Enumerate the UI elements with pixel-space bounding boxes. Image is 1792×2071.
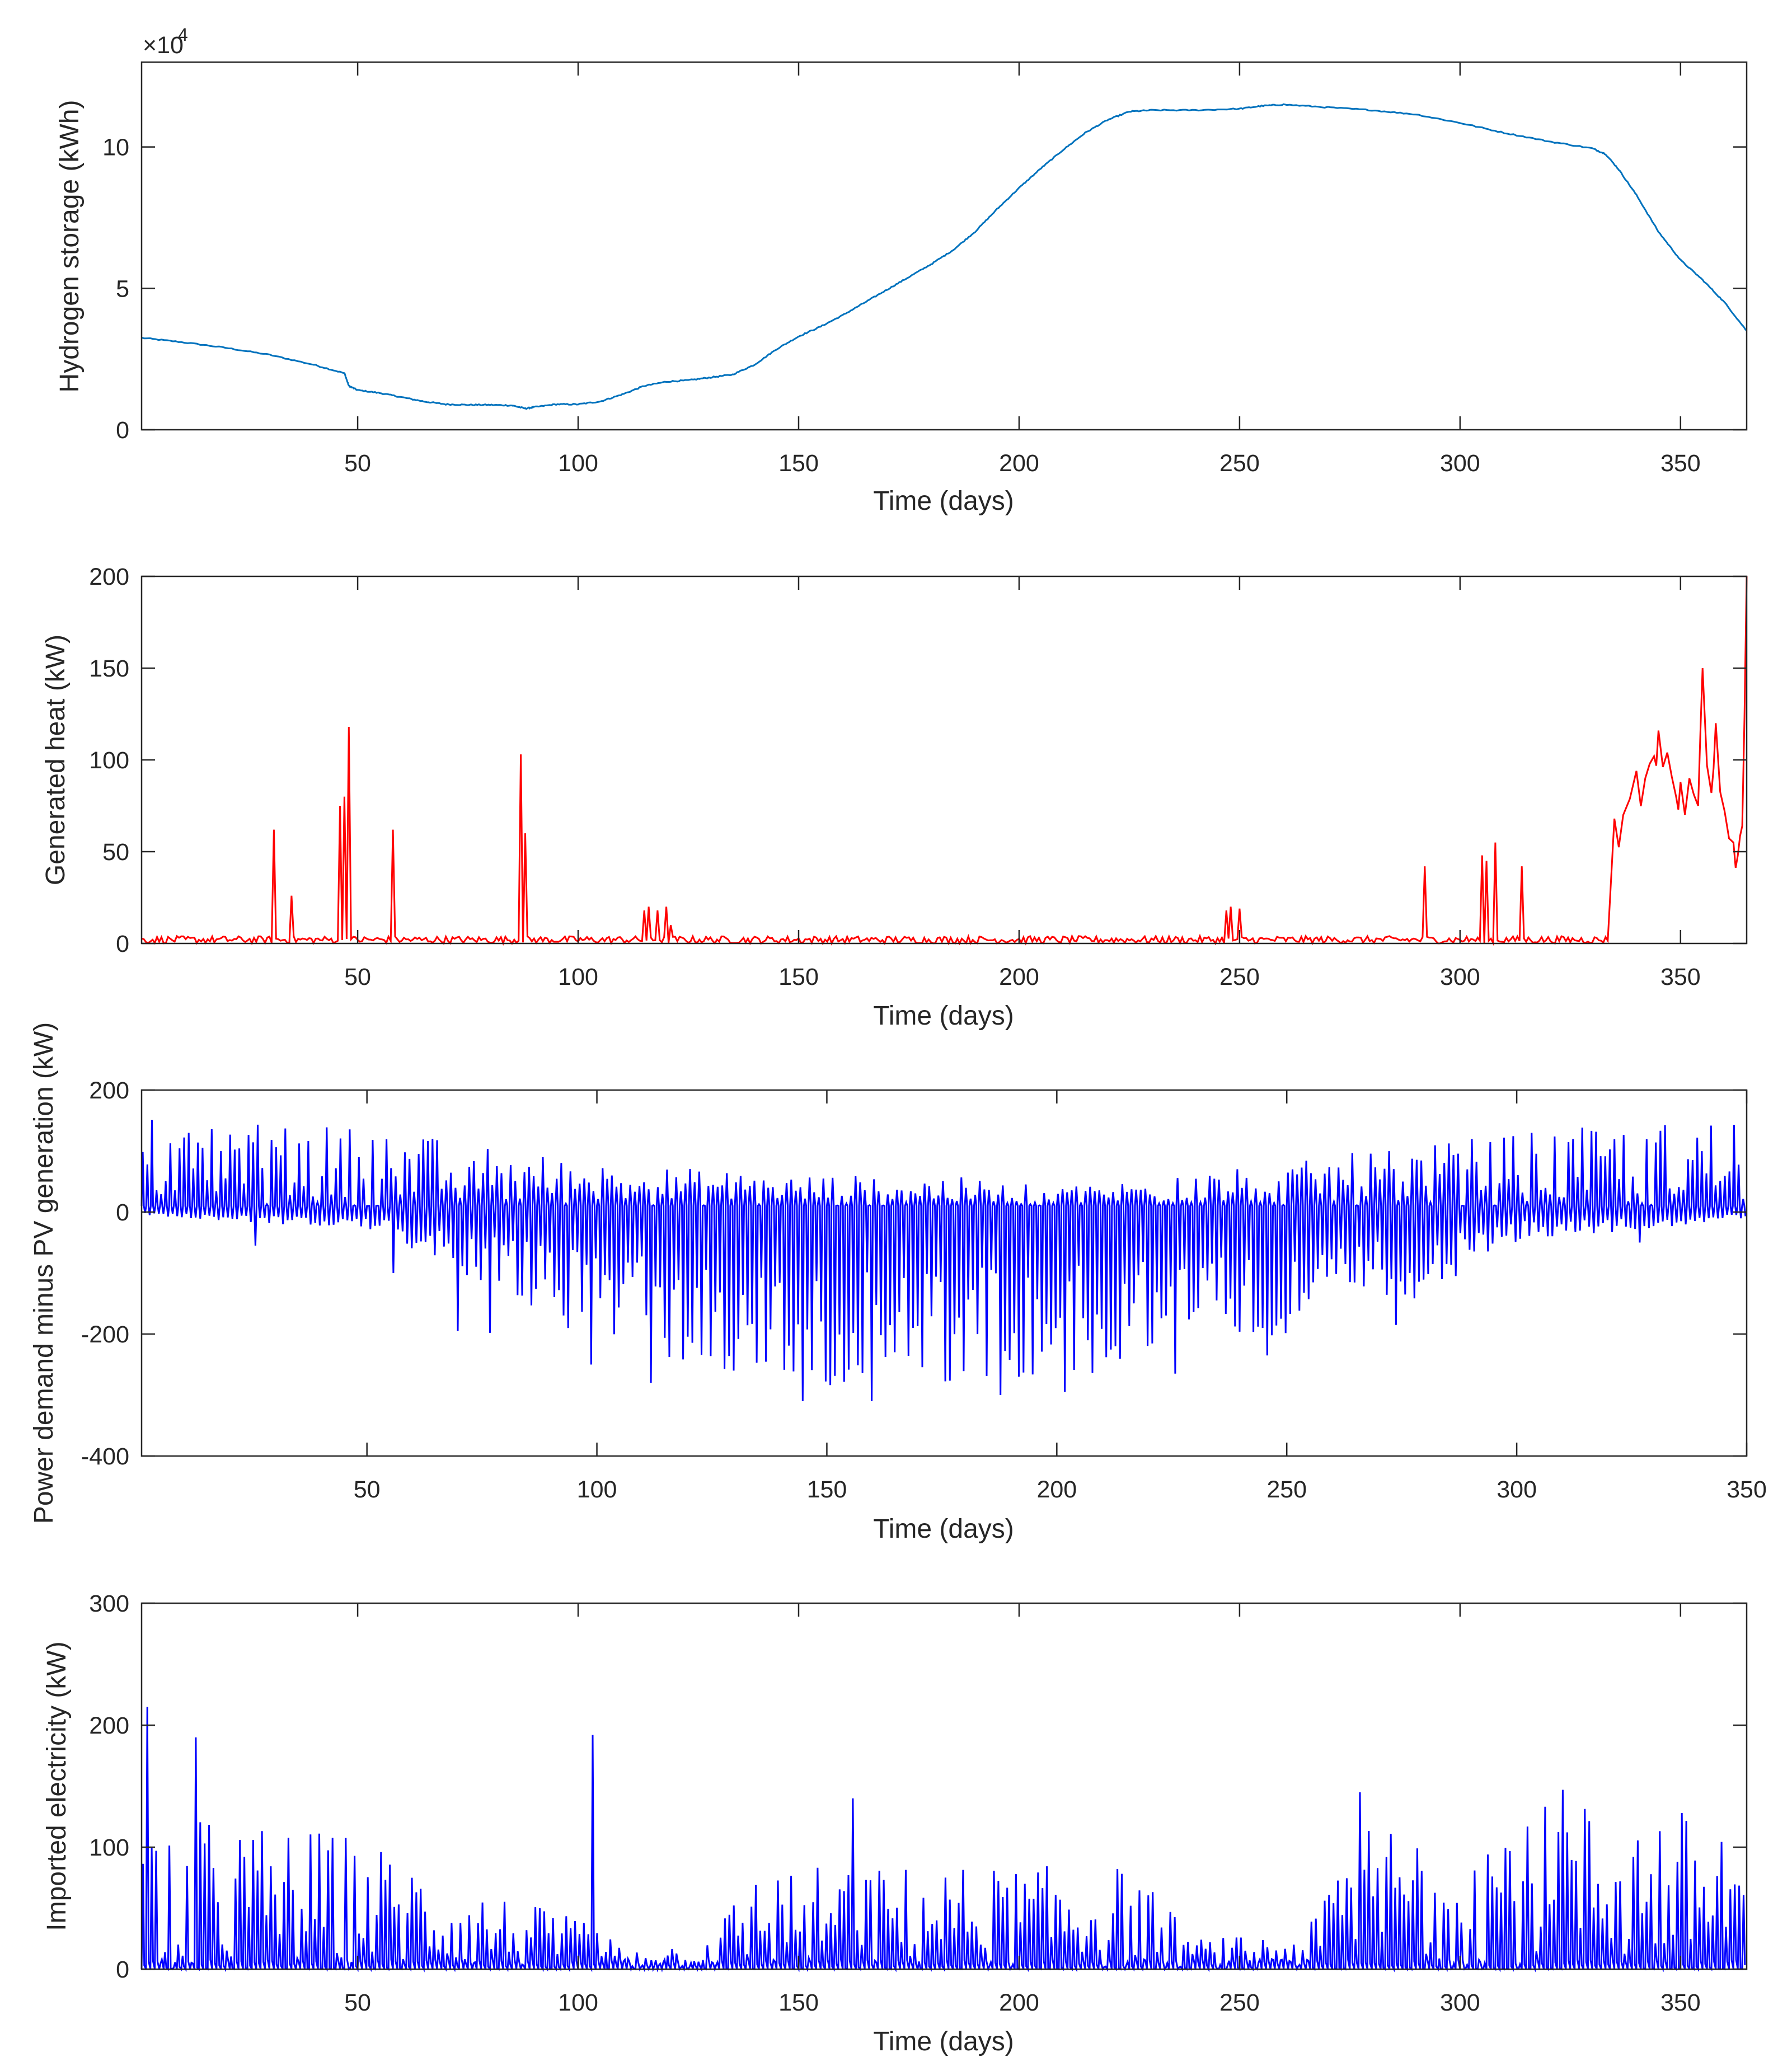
y-tick-label: -200 [81,1321,129,1348]
y-axis-exponent-base: ×10 [143,32,184,59]
y-tick-label: 300 [89,1590,129,1617]
x-tick-label: 350 [1660,964,1701,990]
y-tick-label: 0 [116,1199,129,1226]
x-tick-label: 100 [558,964,598,990]
x-axis-label: Time (days) [873,2027,1014,2056]
power-demand-chart: Time (days) Power demand minus PV genera… [29,1022,1767,1544]
x-tick-label: 200 [999,964,1039,990]
x-tick-label: 300 [1440,964,1480,990]
x-tick-label: 200 [999,450,1039,477]
x-tick-label: 300 [1497,1476,1537,1503]
y-axis-label: Power demand minus PV generation (kW) [29,1022,59,1524]
x-tick-label: 150 [778,1989,819,2016]
y-tick-label: 200 [89,1077,129,1104]
y-tick-label: 5 [116,275,129,302]
x-tick-label: 50 [344,964,371,990]
x-tick-label: 50 [354,1476,381,1503]
x-tick-label: 300 [1440,1989,1480,2016]
x-tick-label: 150 [778,450,819,477]
x-axis-label: Time (days) [873,486,1014,516]
x-tick-label: 100 [558,1989,598,2016]
x-tick-label: 100 [577,1476,617,1503]
series-line [141,576,1748,946]
series-line [140,1707,1746,1973]
axes-box [140,1089,1748,1457]
y-tick-label: 200 [89,1712,129,1739]
y-tick-label: 10 [102,134,129,161]
y-axis-label: Hydrogen storage (kWh) [55,100,85,393]
x-tick-label: 100 [558,450,598,477]
y-axis-exponent-power: 4 [178,25,188,45]
x-tick-label: 350 [1660,450,1701,477]
x-tick-label: 250 [1219,964,1260,990]
x-axis-label: Time (days) [873,1001,1014,1031]
x-tick-label: 150 [807,1476,847,1503]
y-tick-label: 100 [89,1834,129,1861]
series-line [141,103,1748,410]
y-tick-label: 0 [116,931,129,957]
y-tick-label: 0 [116,1956,129,1983]
axes-box [140,1602,1748,1970]
imported-electricity-chart: Time (days) Imported electricity (kW) 50… [42,1590,1748,2056]
y-tick-label: 200 [89,563,129,590]
generated-heat-chart: Time (days) Generated heat (kW) 50 100 150… [41,563,1748,1031]
x-tick-label: 250 [1219,1989,1260,2016]
y-tick-label: -400 [81,1443,129,1470]
series-line [140,1120,1747,1401]
x-tick-label: 50 [344,1989,371,2016]
y-axis-label: Generated heat (kW) [41,635,71,885]
hydrogen-storage-chart: ×10 4 Time (days) Hydrogen storage (kWh)… [55,25,1748,516]
x-tick-label: 200 [999,1989,1039,2016]
y-tick-label: 150 [89,655,129,682]
y-tick-label: 0 [116,417,129,444]
x-tick-label: 350 [1660,1989,1701,2016]
axes-box [140,61,1748,431]
x-tick-label: 350 [1727,1476,1767,1503]
x-axis-label: Time (days) [873,1514,1014,1544]
y-tick-label: 100 [89,747,129,774]
x-tick-label: 300 [1440,450,1480,477]
x-tick-label: 50 [344,450,371,477]
x-tick-label: 200 [1036,1476,1077,1503]
x-tick-label: 250 [1219,450,1260,477]
y-axis-label: Imported electricity (kW) [42,1641,72,1931]
x-tick-label: 150 [778,964,819,990]
x-tick-label: 250 [1266,1476,1307,1503]
y-tick-label: 50 [102,839,129,866]
